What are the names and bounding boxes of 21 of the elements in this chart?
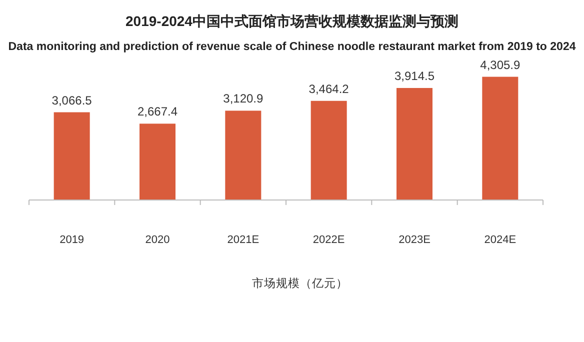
bar <box>54 112 90 200</box>
text: 市场规模（亿元） <box>252 276 348 290</box>
bar <box>396 88 432 200</box>
data-label: 3,120.9 <box>223 92 264 106</box>
x-tick-label: 2023E <box>398 234 430 246</box>
bar <box>225 110 262 200</box>
bar <box>140 124 176 200</box>
x-tick-label: 2021E <box>227 234 260 246</box>
x-tick-label: 2019 <box>60 234 84 246</box>
data-label: 3,914.5 <box>394 68 435 83</box>
data-label: 2,667.4 <box>137 104 178 119</box>
chart-title: 2019-2024中国中式面馆市场营收规模数据监测与预测 <box>126 13 458 29</box>
x-tick-label: 2024E <box>484 234 516 246</box>
data-label: 3,464.2 <box>308 82 350 96</box>
bar <box>310 100 347 200</box>
data-label: 4,305.9 <box>480 58 521 72</box>
x-tick-label: 2022E <box>312 234 345 246</box>
chart-subtitle: Data monitoring and prediction of revenue scale of Chinese noodle restaurant market from 2019 to 2024 <box>8 41 576 53</box>
data-label: 3,066.5 <box>52 93 92 108</box>
x-tick-label: 2020 <box>145 234 170 246</box>
bar <box>482 76 518 200</box>
